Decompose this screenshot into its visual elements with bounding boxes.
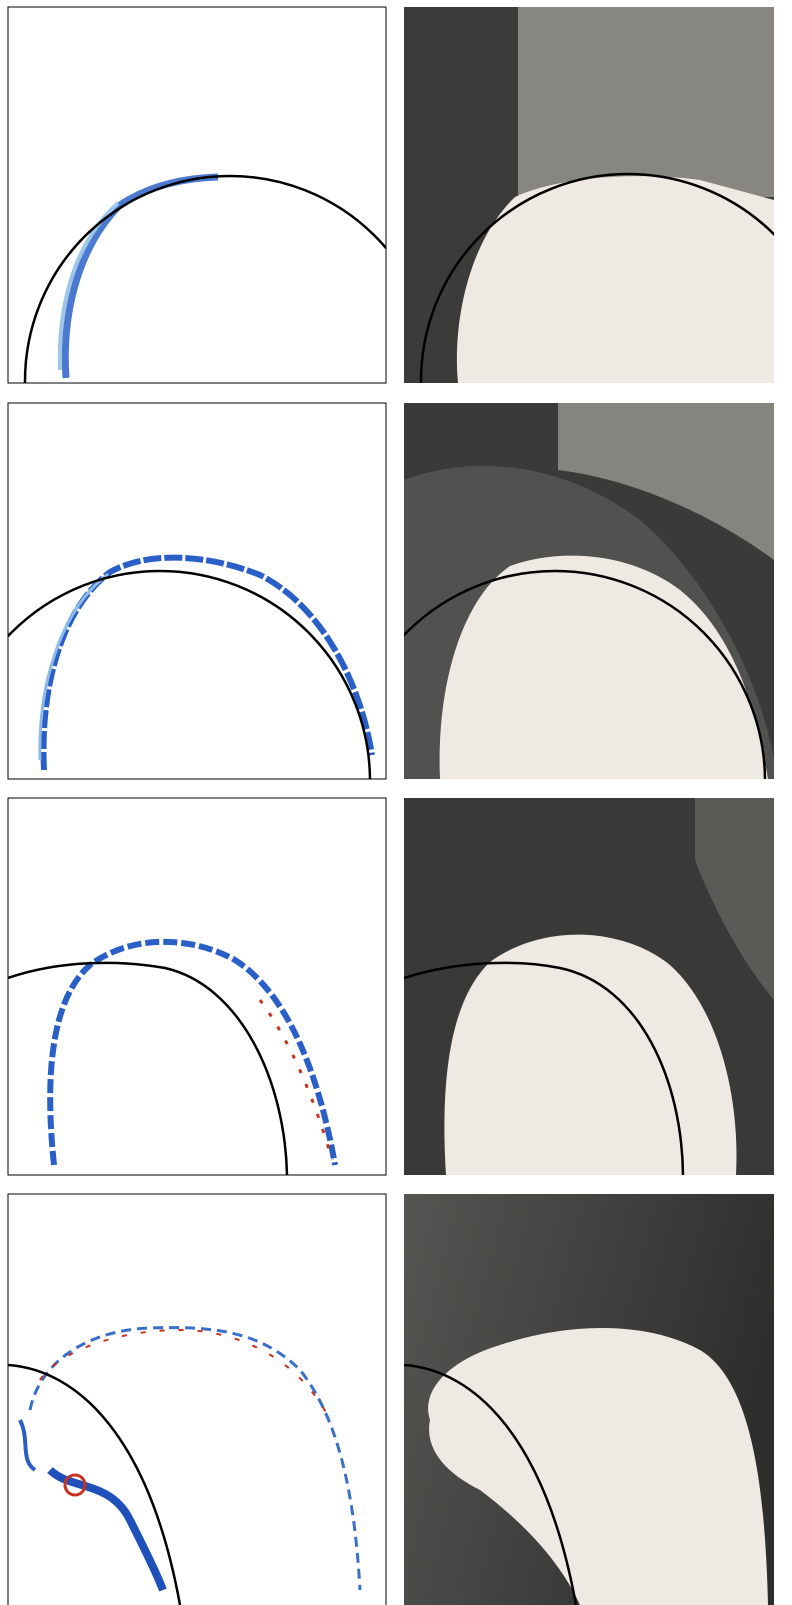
panel-frame <box>7 6 387 384</box>
panel-vorticity-3 <box>8 798 386 1175</box>
panel-frame <box>7 797 387 1176</box>
panel-vorticity-1 <box>8 7 386 383</box>
panel-density-2 <box>404 403 774 779</box>
panel-frame <box>7 1193 387 1605</box>
panel-vorticity-4 <box>8 1194 386 1605</box>
panel-density-4 <box>404 1194 774 1605</box>
panel-vorticity-2 <box>8 403 386 779</box>
panel-frame <box>7 402 387 780</box>
panel-density-1 <box>404 7 774 383</box>
panel-density-3 <box>404 798 774 1175</box>
